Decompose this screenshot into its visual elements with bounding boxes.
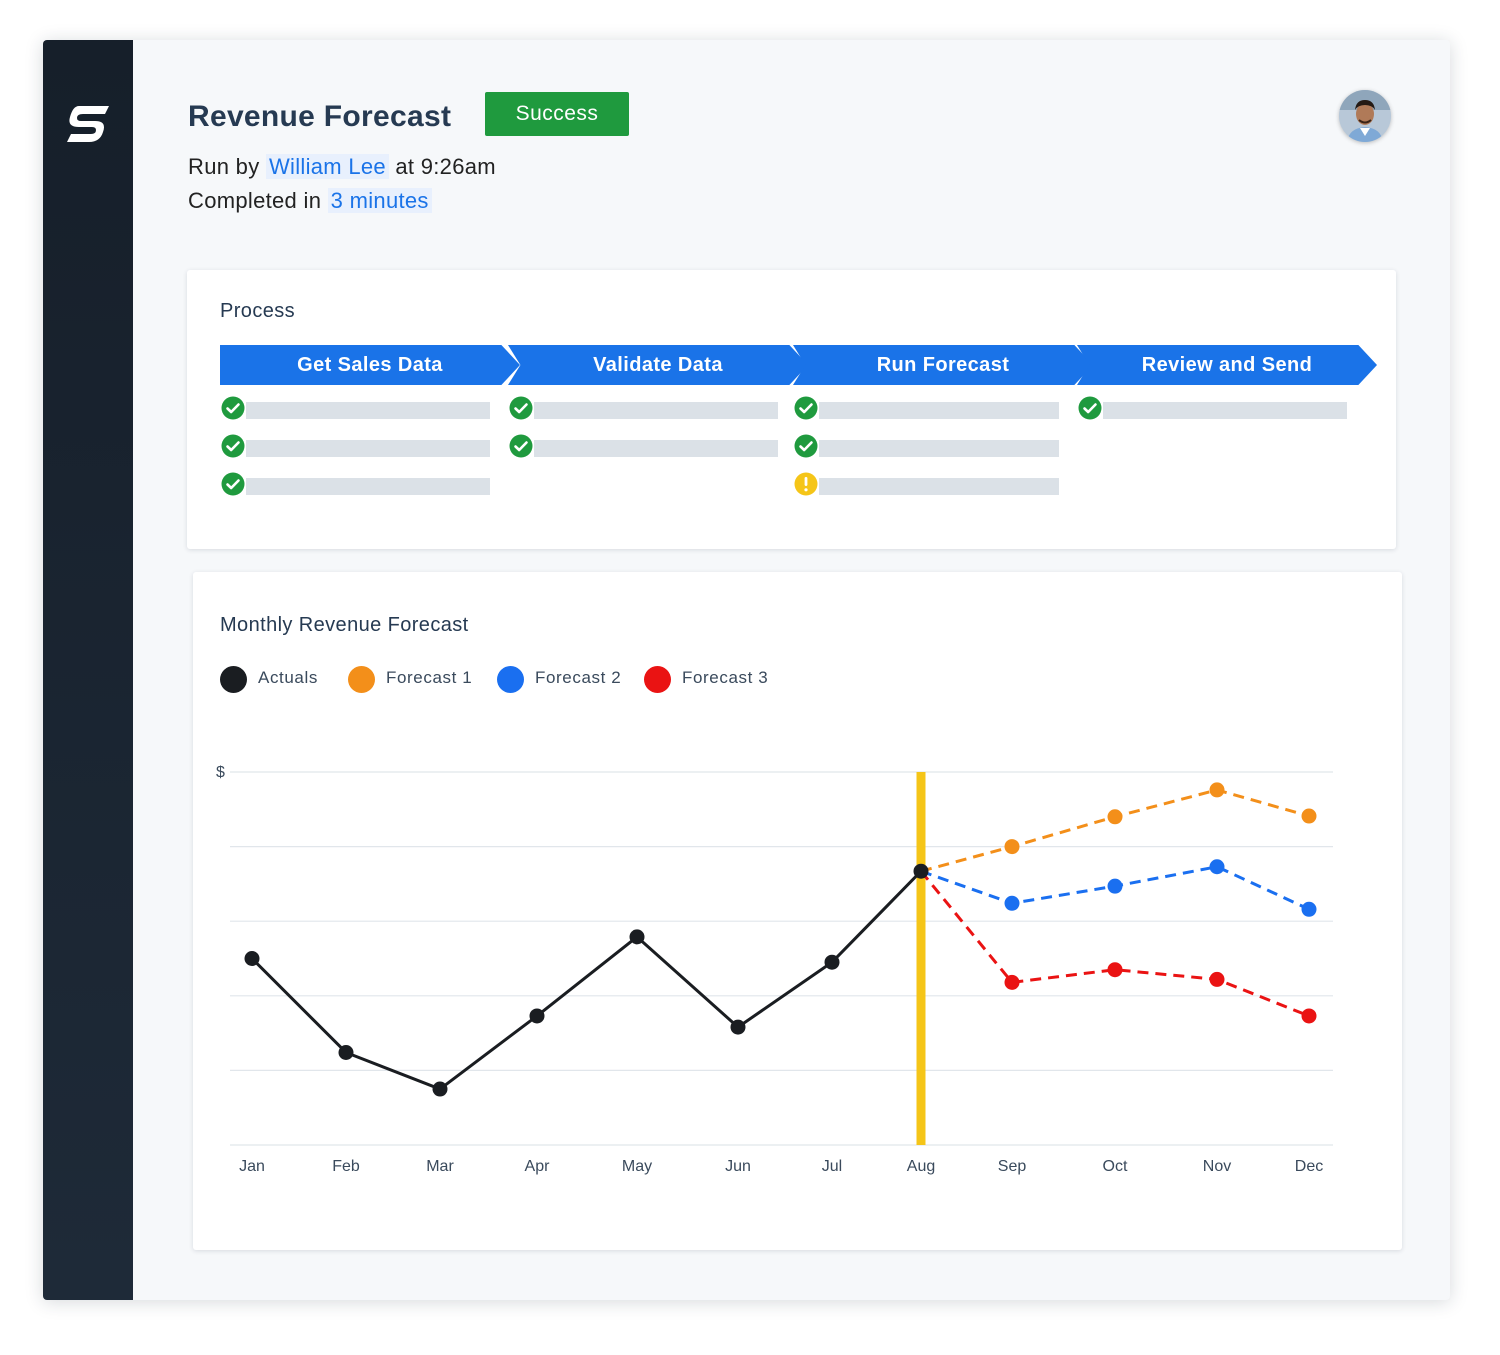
process-step[interactable] xyxy=(793,396,1083,420)
step-placeholder-bar xyxy=(819,402,1059,419)
data-point xyxy=(338,1044,354,1060)
data-point xyxy=(913,863,929,879)
data-point xyxy=(1209,782,1225,798)
stage-arrow-icon xyxy=(220,345,520,385)
completion-info: Completed in 3 minutes xyxy=(188,188,432,214)
data-point xyxy=(1004,974,1020,990)
legend-label: Forecast 1 xyxy=(386,668,473,687)
legend-label: Actuals xyxy=(258,668,318,687)
data-point xyxy=(1107,878,1123,894)
x-tick-label: Dec xyxy=(1295,1158,1323,1175)
legend-swatch-icon xyxy=(348,666,375,693)
run-by-prefix: Run by xyxy=(188,154,260,179)
check-circle-icon xyxy=(794,396,818,420)
data-point xyxy=(730,1019,746,1035)
run-by-user-link[interactable]: William Lee xyxy=(265,154,389,179)
x-tick-label: May xyxy=(622,1158,652,1175)
data-point xyxy=(1209,859,1225,875)
process-step[interactable] xyxy=(220,472,510,496)
chart-card: Monthly Revenue Forecast Actuals Forecast… xyxy=(193,572,1402,1250)
data-point xyxy=(629,929,645,945)
step-placeholder-bar xyxy=(819,440,1059,457)
stage-arrow-icon xyxy=(1077,345,1377,385)
y-axis-label: $ xyxy=(216,764,225,781)
data-point xyxy=(1107,962,1123,978)
x-tick-label: Sep xyxy=(998,1158,1027,1175)
step-placeholder-bar xyxy=(246,440,490,457)
legend-swatch-icon xyxy=(497,666,524,693)
check-circle-icon xyxy=(509,396,533,420)
step-placeholder-bar xyxy=(246,402,490,419)
x-tick-label: Nov xyxy=(1203,1158,1231,1175)
sidebar xyxy=(43,40,133,1300)
app-logo-icon[interactable] xyxy=(65,104,111,144)
step-placeholder-bar xyxy=(819,478,1059,495)
stage-arrow-icon xyxy=(508,345,808,385)
stage-label: Review and Send xyxy=(1141,354,1313,376)
series-line xyxy=(919,870,1310,1018)
x-tick-label: Apr xyxy=(525,1158,551,1175)
data-point xyxy=(1209,971,1225,987)
check-circle-icon xyxy=(221,396,245,420)
stage-label: Validate Data xyxy=(593,354,723,376)
check-circle-icon xyxy=(221,472,245,496)
x-tick-label: Aug xyxy=(907,1158,935,1175)
page-title: Revenue Forecast xyxy=(188,100,452,133)
x-tick-label: Mar xyxy=(426,1158,454,1175)
process-step[interactable] xyxy=(508,434,798,458)
check-circle-icon xyxy=(794,434,818,458)
avatar-photo-icon xyxy=(1339,90,1391,142)
data-point xyxy=(529,1008,545,1024)
duration-link[interactable]: 3 minutes xyxy=(327,188,432,213)
stage-arrow-icon xyxy=(793,345,1093,385)
data-point xyxy=(244,951,260,966)
process-step[interactable] xyxy=(793,434,1083,458)
series-line xyxy=(920,788,1310,873)
step-placeholder-bar xyxy=(534,440,778,457)
process-card: Process Get Sales Data Validate Data Run F… xyxy=(187,270,1396,549)
warning-circle-icon xyxy=(794,472,818,496)
run-time: at 9:26am xyxy=(395,154,496,179)
status-badge: Success xyxy=(485,92,629,136)
step-placeholder-bar xyxy=(246,478,490,495)
process-step[interactable] xyxy=(220,434,510,458)
step-placeholder-bar xyxy=(534,402,778,419)
x-tick-label: Jun xyxy=(725,1158,751,1175)
data-point xyxy=(824,954,840,970)
process-title: Process xyxy=(220,300,296,322)
check-circle-icon xyxy=(1078,396,1102,420)
legend-label: Forecast 2 xyxy=(535,668,622,687)
x-tick-label: Feb xyxy=(332,1158,360,1175)
stage-label: Run Forecast xyxy=(876,354,1010,376)
data-point xyxy=(1004,895,1020,911)
completed-prefix: Completed in xyxy=(188,188,322,213)
chart-title: Monthly Revenue Forecast xyxy=(220,614,469,636)
step-placeholder-bar xyxy=(1103,402,1347,419)
current-month-marker xyxy=(916,772,926,1145)
legend-swatch-icon xyxy=(644,666,671,693)
revenue-line-chart: $ Jan Feb Mar Apr May Jun Jul Aug Sep Oct Nov Dec xyxy=(216,764,1333,1175)
process-step[interactable] xyxy=(793,472,1083,496)
check-circle-icon xyxy=(509,434,533,458)
legend-swatch-icon xyxy=(220,666,247,693)
x-tick-label: Jul xyxy=(822,1158,842,1175)
data-point xyxy=(1107,809,1123,825)
stage-label: Get Sales Data xyxy=(297,354,443,376)
x-tick-label: Oct xyxy=(1103,1158,1128,1175)
app-window: Revenue Forecast Success Run by William … xyxy=(43,40,1450,1300)
run-info: Run by William Lee at 9:26am xyxy=(188,154,496,180)
process-step[interactable] xyxy=(508,396,798,420)
user-avatar[interactable] xyxy=(1339,90,1391,142)
x-tick-label: Jan xyxy=(239,1158,265,1175)
check-circle-icon xyxy=(221,434,245,458)
data-point xyxy=(1301,808,1317,824)
data-point xyxy=(1301,901,1317,917)
process-step[interactable] xyxy=(1077,396,1367,420)
legend-label: Forecast 3 xyxy=(682,668,769,687)
data-point xyxy=(1301,1008,1317,1024)
data-point xyxy=(432,1081,448,1097)
process-step[interactable] xyxy=(220,396,510,420)
data-point xyxy=(1004,839,1020,855)
series-line xyxy=(250,870,923,1091)
